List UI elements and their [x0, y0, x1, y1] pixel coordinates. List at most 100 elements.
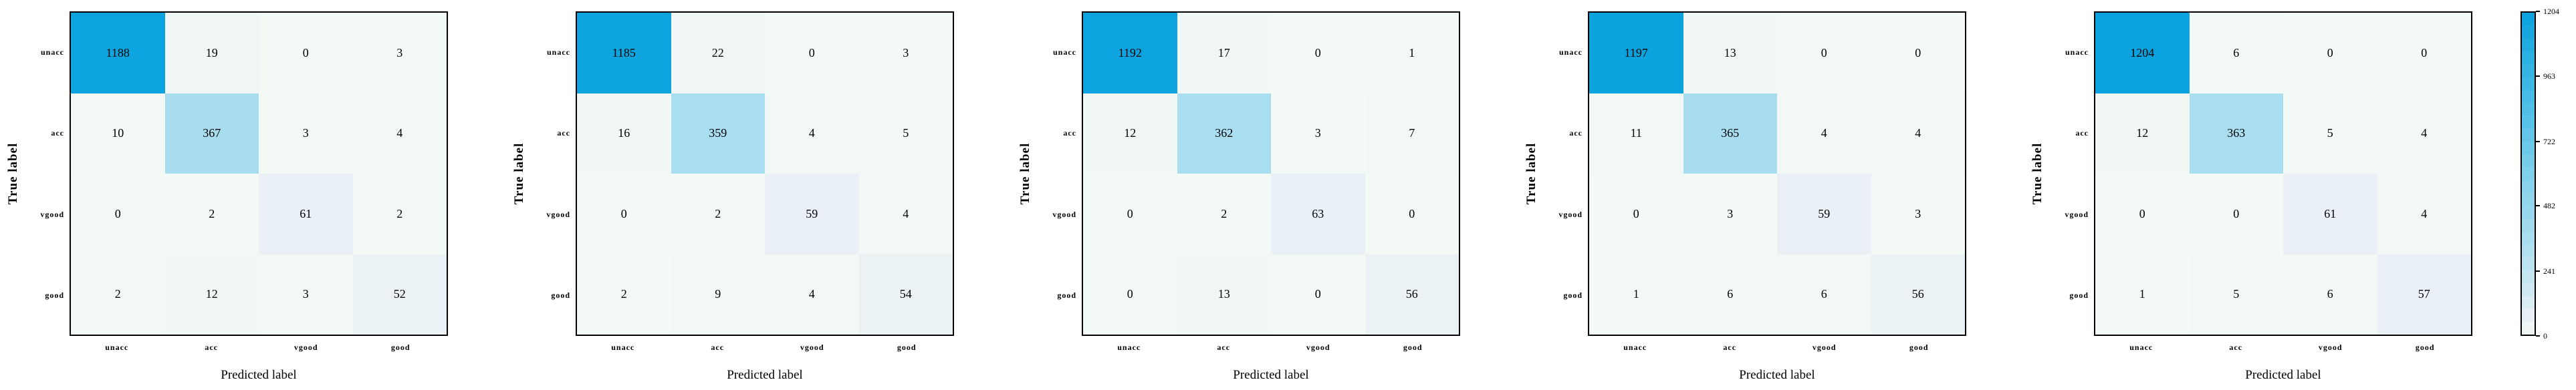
- colorbar-tick-label: 1204: [2543, 7, 2559, 16]
- matrix-cell-good-acc: 5: [2189, 254, 2283, 335]
- colorbar-band: [2522, 51, 2535, 65]
- matrix-cell-unacc-good: 0: [2377, 13, 2471, 93]
- matrix-cell-unacc-unacc: 1204: [2095, 13, 2190, 93]
- matrix-cell-acc-vgood: 4: [1777, 93, 1871, 174]
- x-axis-label: Predicted label: [1739, 368, 1815, 382]
- matrix-cell-vgood-good: 4: [858, 174, 953, 254]
- matrix-cell-unacc-unacc: 1185: [577, 13, 671, 93]
- matrix-cell-acc-acc: 362: [1177, 93, 1271, 174]
- row-tick-label-acc: acc: [557, 128, 570, 138]
- colorbar-band: [2522, 321, 2535, 335]
- matrix-cell-good-good: 56: [1365, 254, 1459, 335]
- matrix-cell-unacc-good: 3: [858, 13, 953, 93]
- x-axis-label: Predicted label: [2245, 368, 2321, 382]
- row-tick-label-acc: acc: [1063, 128, 1076, 138]
- matrix-cell-unacc-vgood: 0: [1271, 13, 1365, 93]
- matrix-cell-acc-acc: 363: [2189, 93, 2283, 174]
- matrix-cell-vgood-good: 4: [2377, 174, 2471, 254]
- heatmap-grid: 1192 17 0 1 12 362 3 7 0 2 63 0 0 13 0 56: [1082, 11, 1460, 336]
- matrix-cell-acc-acc: 367: [164, 93, 259, 174]
- matrix-cell-acc-good: 4: [1871, 93, 1965, 174]
- matrix-cell-good-unacc: 2: [577, 254, 671, 335]
- matrix-cell-acc-unacc: 11: [1589, 93, 1683, 174]
- col-tick-label-unacc: unacc: [611, 343, 635, 352]
- matrix-cell-acc-unacc: 12: [2095, 93, 2190, 174]
- colorbar-tick-label: 722: [2543, 136, 2555, 146]
- matrix-cell-vgood-acc: 2: [164, 174, 259, 254]
- matrix-cell-good-unacc: 2: [71, 254, 165, 335]
- colorbar-band: [2522, 231, 2535, 245]
- colorbar-band: [2522, 167, 2535, 180]
- col-tick-label-unacc: unacc: [105, 343, 129, 352]
- matrix-cell-acc-acc: 359: [671, 93, 765, 174]
- row-tick-label-good: good: [1563, 290, 1583, 301]
- matrix-cell-vgood-unacc: 0: [1083, 174, 1177, 254]
- y-axis-label: True label: [2030, 142, 2044, 205]
- matrix-cell-acc-good: 7: [1365, 93, 1459, 174]
- colorbar-band: [2522, 13, 2535, 26]
- col-tick-label-unacc: unacc: [2129, 343, 2153, 352]
- colorbar-band: [2522, 102, 2535, 116]
- matrix-cell-acc-unacc: 16: [577, 93, 671, 174]
- row-tick-label-unacc: unacc: [547, 47, 570, 57]
- matrix-cell-acc-vgood: 3: [1271, 93, 1365, 174]
- matrix-cell-unacc-acc: 17: [1177, 13, 1271, 93]
- colorbar-band: [2522, 64, 2535, 77]
- colorbar-tick-label: 482: [2543, 201, 2555, 211]
- row-tick-label-unacc: unacc: [1053, 47, 1076, 57]
- matrix-cell-unacc-unacc: 1197: [1589, 13, 1683, 93]
- row-tick-label-good: good: [45, 290, 64, 301]
- matrix-cell-good-unacc: 1: [1589, 254, 1683, 335]
- colorbar-band: [2522, 244, 2535, 258]
- row-tick-label-unacc: unacc: [2065, 47, 2089, 57]
- col-tick-label-unacc: unacc: [1623, 343, 1647, 352]
- row-tick-label-acc: acc: [51, 128, 64, 138]
- colorbar-tick-label: 963: [2543, 71, 2555, 81]
- matrix-cell-vgood-acc: 2: [1177, 174, 1271, 254]
- matrix-cell-vgood-good: 0: [1365, 174, 1459, 254]
- matrix-cell-unacc-good: 3: [352, 13, 447, 93]
- matrix-cell-good-vgood: 6: [1777, 254, 1871, 335]
- row-tick-label-vgood: vgood: [546, 209, 570, 219]
- colorbar-tick-label: 0: [2543, 331, 2547, 341]
- matrix-cell-vgood-unacc: 0: [2095, 174, 2190, 254]
- colorbar-band: [2522, 296, 2535, 309]
- col-tick-label-acc: acc: [711, 343, 725, 352]
- matrix-cell-vgood-vgood: 63: [1271, 174, 1365, 254]
- row-tick-label-vgood: vgood: [1052, 209, 1076, 219]
- row-tick-label-vgood: vgood: [40, 209, 64, 219]
- matrix-cell-acc-vgood: 3: [259, 93, 353, 174]
- y-axis-label: True label: [6, 142, 20, 205]
- colorbar-band: [2522, 116, 2535, 129]
- matrix-cell-vgood-vgood: 59: [765, 174, 859, 254]
- y-axis-label: True label: [512, 142, 526, 205]
- colorbar-tick: [2536, 75, 2540, 77]
- row-tick-label-good: good: [1057, 290, 1076, 301]
- colorbar-tick-label: 241: [2543, 266, 2555, 276]
- matrix-cell-good-vgood: 3: [259, 254, 353, 335]
- col-tick-label-vgood: vgood: [1812, 343, 1837, 352]
- matrix-cell-good-good: 56: [1871, 254, 1965, 335]
- col-tick-label-acc: acc: [1217, 343, 1231, 352]
- matrix-cell-unacc-acc: 13: [1683, 13, 1777, 93]
- col-tick-label-good: good: [897, 343, 917, 352]
- colorbar-band: [2522, 77, 2535, 90]
- colorbar-band: [2522, 282, 2535, 297]
- matrix-cell-unacc-vgood: 0: [2283, 13, 2377, 93]
- matrix-cell-unacc-good: 1: [1365, 13, 1459, 93]
- matrix-cell-unacc-good: 0: [1871, 13, 1965, 93]
- colorbar-band: [2522, 141, 2535, 155]
- colorbar-band: [2522, 309, 2535, 322]
- matrix-cell-vgood-unacc: 0: [1589, 174, 1683, 254]
- matrix-cell-good-acc: 12: [164, 254, 259, 335]
- row-tick-label-vgood: vgood: [2065, 209, 2089, 219]
- matrix-cell-good-acc: 13: [1177, 254, 1271, 335]
- x-axis-label: Predicted label: [221, 368, 297, 382]
- matrix-cell-acc-good: 5: [858, 93, 953, 174]
- matrix-cell-good-unacc: 1: [2095, 254, 2190, 335]
- row-tick-label-unacc: unacc: [41, 47, 64, 57]
- matrix-cell-unacc-acc: 22: [671, 13, 765, 93]
- x-axis-label: Predicted label: [727, 368, 803, 382]
- matrix-cell-vgood-good: 2: [352, 174, 447, 254]
